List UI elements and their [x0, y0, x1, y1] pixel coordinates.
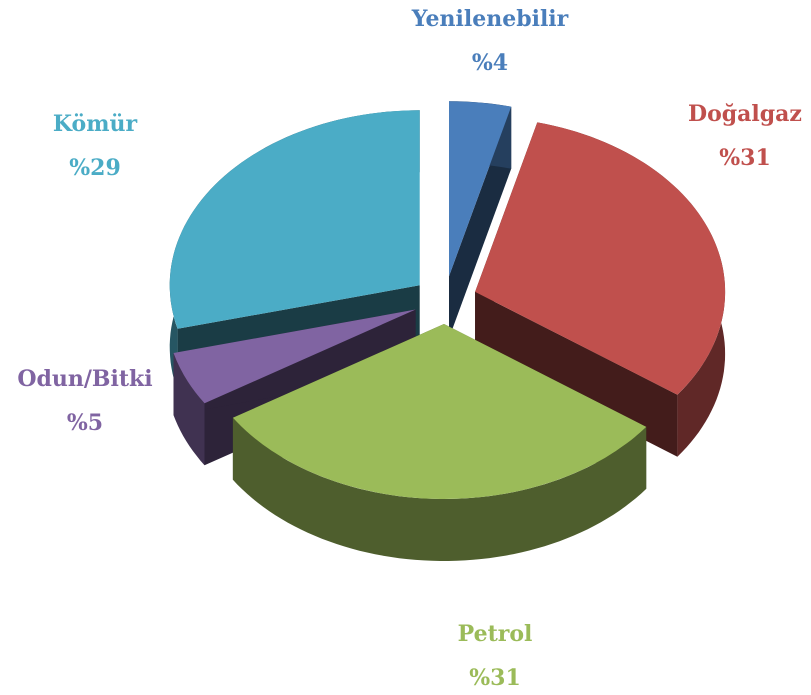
- slice-label: Odun/Bitki: [17, 366, 152, 392]
- slice-label: Kömür: [53, 111, 138, 137]
- slice-label: Yenilenebilir: [411, 6, 569, 32]
- slice-value-label: %29: [69, 155, 121, 181]
- slice-value-label: %31: [469, 665, 521, 691]
- slice-value-label: %4: [472, 50, 508, 76]
- slice-label: Doğalgaz: [688, 101, 802, 127]
- slice: [449, 101, 512, 277]
- slice-value-label: %5: [67, 410, 103, 436]
- slice: [169, 110, 420, 329]
- slice-wall: [475, 291, 678, 457]
- slice-value-label: %31: [719, 145, 771, 171]
- slice: [475, 122, 726, 395]
- slice-label: Petrol: [458, 621, 533, 647]
- slice-side: [232, 417, 647, 561]
- slice: [173, 309, 416, 404]
- slice: [232, 323, 647, 499]
- slice-side: [173, 353, 205, 466]
